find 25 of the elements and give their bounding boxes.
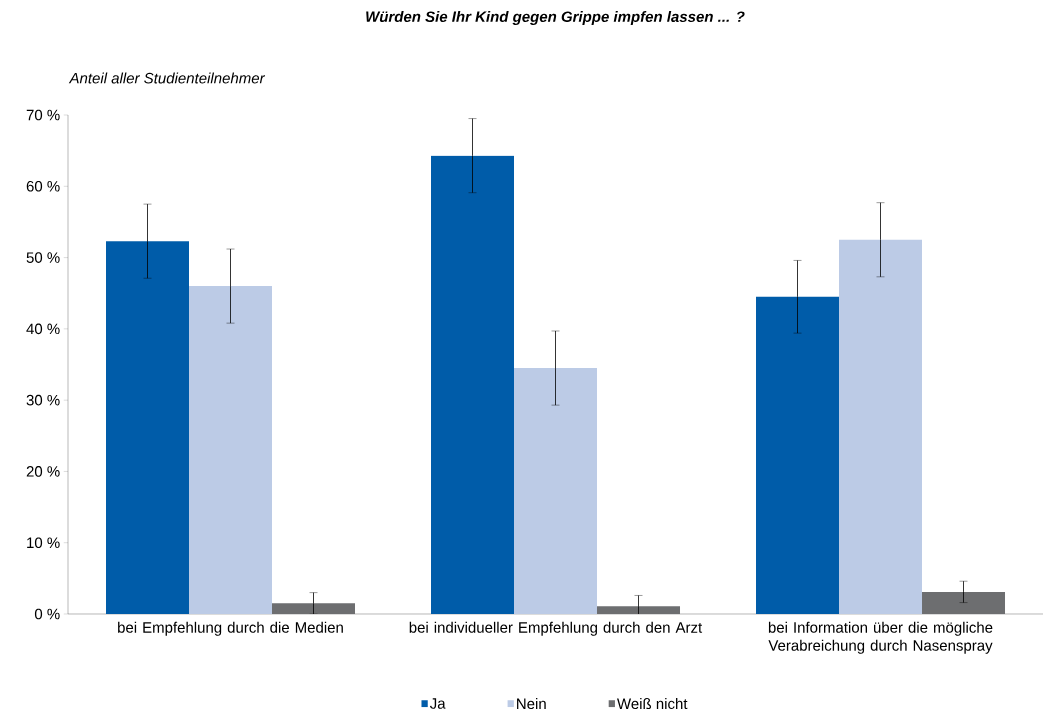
legend-label: Ja — [429, 698, 446, 709]
bar — [514, 367, 598, 614]
y-tick-label: 40 % — [26, 323, 60, 334]
y-tick-label: 20 % — [26, 465, 60, 477]
x-tick-label: bei Empfehlung durch die Medien — [118, 621, 343, 636]
x-tick-label: bei individueller Empfehlung durch den Arzt — [409, 621, 703, 636]
bar — [839, 239, 923, 614]
bar — [189, 285, 272, 614]
y-tick-label: 60 % — [26, 180, 60, 192]
bar — [597, 605, 681, 614]
bar — [272, 603, 355, 614]
bar — [922, 591, 1006, 614]
y-tick-label: 30 % — [26, 394, 60, 406]
bar — [431, 155, 515, 614]
y-tick-label: 0 % — [34, 608, 60, 620]
y-tick-label: 70 % — [26, 109, 60, 121]
legend-label: Nein — [517, 697, 546, 709]
y-tick-label: 50 % — [26, 252, 60, 263]
chart-title: Würden Sie Ihr Kind gegen Grippe impfen lassen ... ? — [366, 10, 745, 25]
bar — [106, 240, 189, 614]
bar — [756, 296, 840, 614]
y-axis-title: Anteil aller Studienteilnehmer — [68, 72, 266, 84]
legend-label: Weiß nicht — [617, 697, 688, 709]
x-tick-label: bei Information über die mögliche Verabreichung durch Nasenspray — [768, 621, 993, 654]
y-tick-label: 10 % — [27, 537, 60, 548]
